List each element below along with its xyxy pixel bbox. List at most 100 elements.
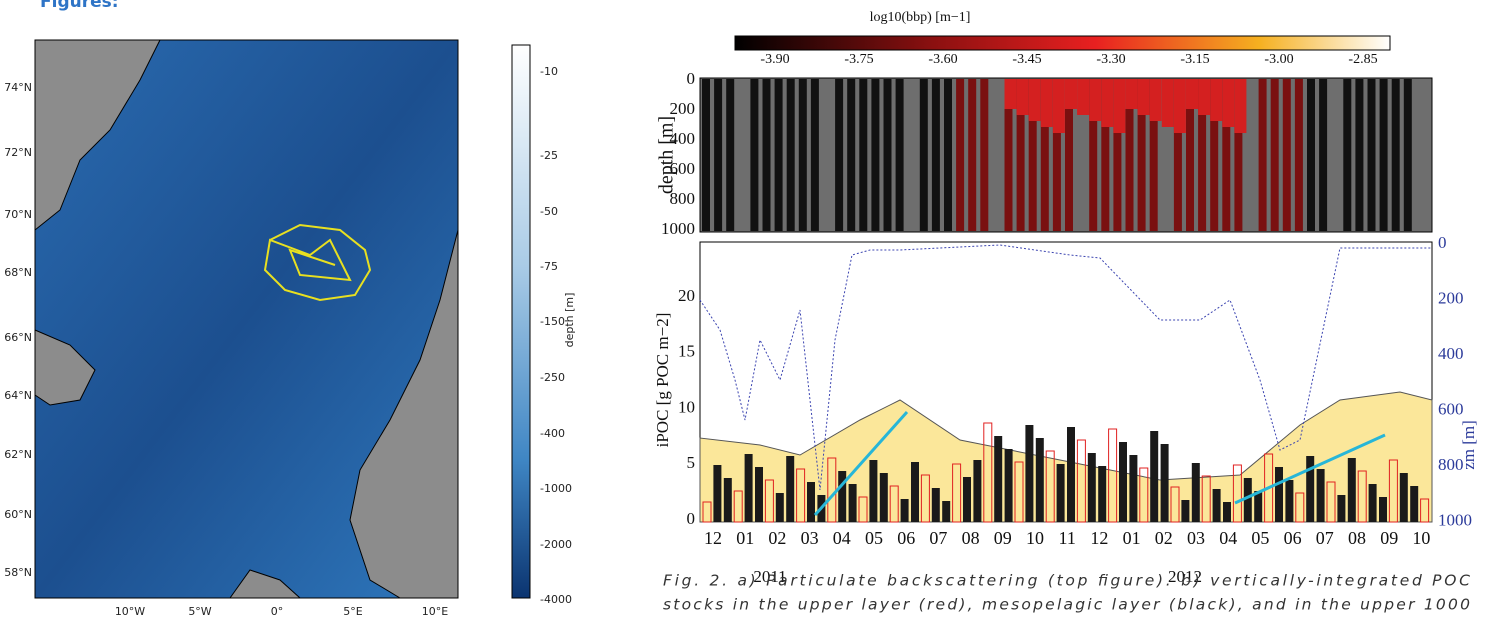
profile-stripe (1137, 79, 1150, 115)
x-tick-label: 10 (1026, 528, 1044, 548)
poc-bar (848, 484, 857, 522)
profile-stripe (798, 79, 807, 231)
poc-bar (1326, 481, 1336, 523)
profile-stripe (1319, 79, 1328, 231)
lat-label: 68°N (4, 266, 32, 279)
profile-stripe (1294, 79, 1303, 231)
poc-bar (942, 501, 951, 522)
poc-bar (879, 473, 888, 522)
profile-stripe (1161, 79, 1174, 127)
y-tick-label: 15 (678, 342, 695, 361)
x-tick-label: 01 (736, 528, 754, 548)
y-tick-label: 400 (670, 129, 696, 148)
profile-stripe (944, 79, 952, 231)
lat-label: 62°N (4, 448, 32, 461)
profile-stripe (847, 79, 856, 231)
profile-stripe (774, 79, 783, 231)
poc-bar (796, 468, 806, 523)
profile-stripe (1186, 79, 1198, 109)
profile-stripe (871, 79, 880, 231)
poc-bar (869, 460, 878, 522)
y-tick-label: 10 (678, 397, 695, 416)
y2-tick-label: 0 (1438, 233, 1447, 252)
lat-label: 58°N (4, 566, 32, 579)
poc-bar (1087, 453, 1096, 522)
poc-bar (1025, 425, 1034, 522)
poc-bar (1410, 486, 1419, 522)
profile-stripe (1282, 79, 1291, 231)
figure2 (699, 35, 1433, 523)
y2-tick-label: 800 (1438, 455, 1464, 474)
profile-stripe (1173, 79, 1182, 231)
profile-stripe (1125, 79, 1138, 109)
profile-stripe (1258, 79, 1267, 231)
poc-bar (838, 471, 847, 522)
profile-stripe (1173, 79, 1186, 133)
colorbar-tick-label: -3.00 (1264, 52, 1293, 67)
profile-stripe (1198, 79, 1207, 231)
x-tick-label: 12 (1090, 528, 1108, 548)
profile-stripe (1186, 79, 1194, 231)
profile-stripe (1004, 79, 1013, 231)
poc-bar (713, 465, 722, 522)
lon-label: 5°W (188, 605, 211, 618)
colorbar-tick-label: -3.60 (928, 52, 957, 67)
heading: Figures: (40, 0, 119, 12)
profile-stripe (1234, 79, 1247, 133)
profile-stripe (1149, 79, 1158, 231)
poc-bar (1285, 480, 1294, 522)
colorbar-tick-label: -3.90 (760, 52, 789, 67)
lat-label: 74°N (4, 81, 32, 94)
profile-stripe (1016, 79, 1025, 231)
caption-line: Fig. 2. a) Particulate backscattering (t… (663, 572, 1470, 590)
profile-stripe (1101, 79, 1110, 231)
poc-bar (1223, 502, 1231, 522)
poc-bar (1275, 467, 1283, 522)
colorbar-tick-label: -10 (540, 65, 558, 78)
profile-stripe (919, 79, 928, 231)
poc-bar (1420, 498, 1430, 523)
poc-bar (1368, 484, 1377, 522)
poc-bar (733, 490, 743, 523)
colorbar-tick-label: -2000 (540, 538, 572, 551)
colorbar-tick-label: -150 (540, 315, 565, 328)
colorbar-tick-label: -2.85 (1348, 52, 1377, 67)
poc-bar (1379, 497, 1387, 522)
poc-bar (1035, 438, 1044, 522)
poc-bar (900, 499, 909, 522)
profile-stripe (835, 79, 844, 231)
profile-stripe (980, 79, 989, 231)
profile-stripe (1149, 79, 1162, 121)
profile-stripe (750, 79, 759, 231)
poc-bar (973, 460, 982, 522)
poc-bar (1357, 470, 1367, 523)
y-tick-label: 20 (678, 286, 695, 305)
profile-stripe (1077, 79, 1090, 115)
poc-bar (1337, 495, 1346, 522)
poc-bar (1295, 492, 1305, 523)
poc-bar (1004, 449, 1013, 522)
profile-stripe (1113, 79, 1126, 133)
x-tick-label: 01 (1123, 528, 1141, 548)
x-tick-label: 07 (929, 528, 947, 548)
x-tick-label: 02 (768, 528, 786, 548)
y-tick-label: 5 (687, 453, 696, 472)
colorbar-tick-label: -3.30 (1096, 52, 1125, 67)
y-tick-label: 800 (670, 189, 696, 208)
poc-bar (1108, 428, 1118, 523)
profile-stripe (738, 79, 747, 231)
poc-bar (702, 501, 712, 523)
poc-bar (1139, 467, 1149, 523)
poc-bar (952, 463, 962, 523)
profile-stripe (1246, 79, 1255, 231)
poc-bar (1014, 461, 1024, 523)
y-tick-label: 0 (687, 509, 696, 528)
profile-stripe (1331, 79, 1340, 231)
profile-stripe (1040, 79, 1049, 231)
colorbar-tick-label: -3.15 (1180, 52, 1209, 67)
x-tick-label: 12 (704, 528, 722, 548)
profile-stripe (810, 79, 819, 231)
profile-stripe (956, 79, 965, 231)
profile-stripe (1052, 79, 1065, 133)
y-tick-label: 0 (687, 69, 696, 88)
